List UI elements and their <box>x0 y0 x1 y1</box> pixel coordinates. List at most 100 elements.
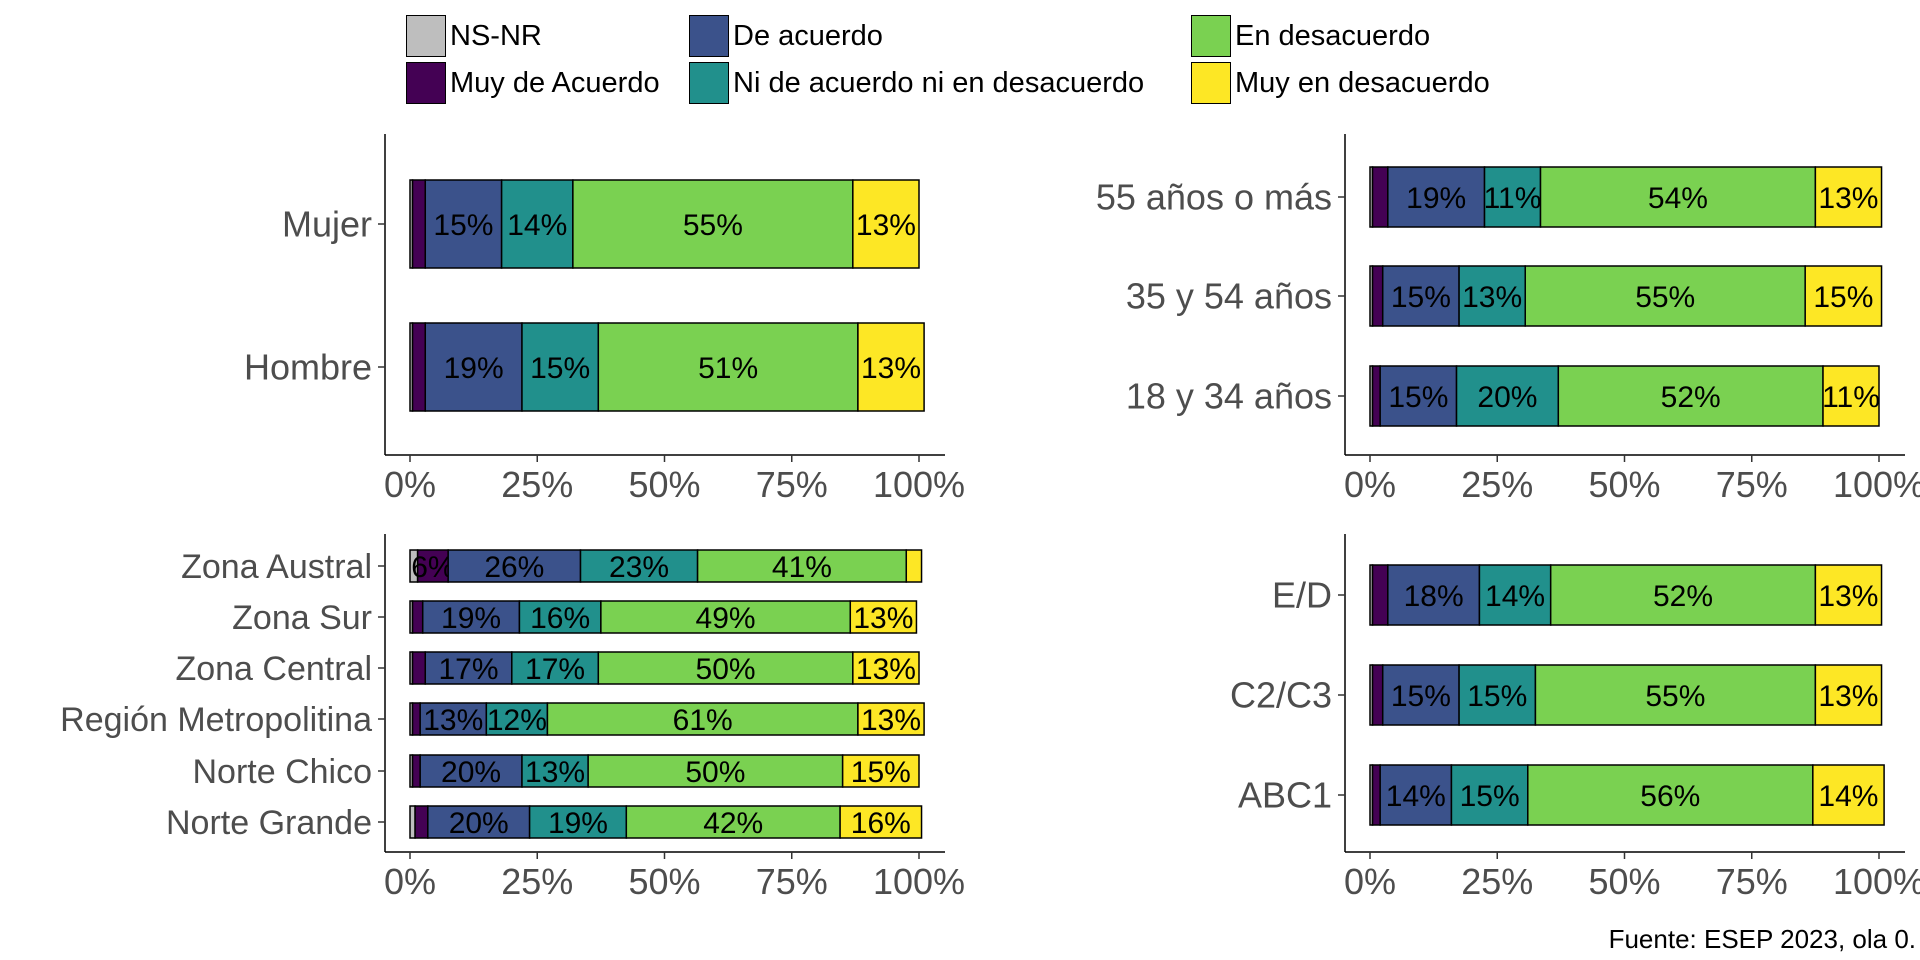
gse-bar-segment-muy-de-acuerdo <box>1371 664 1384 726</box>
edad-x-tick-label: 100% <box>1833 464 1920 505</box>
edad-data-label: 13% <box>1818 182 1878 215</box>
sexo-category-label: Mujer <box>282 204 372 245</box>
edad-data-label: 54% <box>1648 182 1708 215</box>
edad-data-label: 15% <box>1391 281 1451 314</box>
edad-x-tick-label: 0% <box>1344 464 1396 505</box>
legend-key-muy-en-desacuerdo <box>1191 62 1231 104</box>
sexo-bar-segment-en-desacuerdo <box>597 322 859 412</box>
edad-bar-segment-muy-en-desacuerdo <box>1814 166 1883 228</box>
gse-data-label: 15% <box>1460 780 1520 813</box>
zona-bar-segment-en-desacuerdo <box>587 754 844 788</box>
gse-bar-segment-ni-de-acuerdo-ni-en-desacuerdo <box>1478 564 1552 626</box>
gse-data-label: 13% <box>1818 580 1878 613</box>
edad-bar-segment-de-acuerdo <box>1387 166 1486 228</box>
zona-bar-segment-muy-de-acuerdo <box>411 754 421 788</box>
sexo-data-label: 51% <box>698 352 758 385</box>
zona-x-tick-label: 100% <box>873 861 965 902</box>
sexo-x-tick-label: 50% <box>628 464 700 505</box>
gse-bar-segment-muy-de-acuerdo <box>1371 564 1389 626</box>
sexo-data-label: 55% <box>683 209 743 242</box>
sexo-bar-segment-muy-de-acuerdo <box>411 322 427 412</box>
gse-bar-segment-muy-en-desacuerdo <box>1812 764 1885 826</box>
legend-key-ns-nr <box>406 15 446 57</box>
gse-bar-segment-muy-de-acuerdo <box>1371 764 1381 826</box>
gse-x-tick-label: 75% <box>1716 861 1788 902</box>
gse-bar-segment-ni-de-acuerdo-ni-en-desacuerdo <box>1450 764 1529 826</box>
legend: NS-NR Muy de Acuerdo De acuerdo Ni de ac… <box>0 0 1920 120</box>
edad-bar-segment-en-desacuerdo <box>1539 166 1817 228</box>
edad-bar-segment-de-acuerdo <box>1381 265 1460 327</box>
sexo-bar-segment-muy-de-acuerdo <box>411 179 427 269</box>
zona-data-label: 12% <box>487 704 547 737</box>
sexo-data-label: 15% <box>433 209 493 242</box>
zona-data-label: 13% <box>525 756 585 789</box>
zona-data-label: 23% <box>609 551 669 584</box>
zona-bar-segment-en-desacuerdo <box>625 805 841 839</box>
gse-bar-segment-en-desacuerdo <box>1527 764 1814 826</box>
sexo-bar-segment-muy-en-desacuerdo <box>857 322 925 412</box>
zona-x-tick-label: 75% <box>756 861 828 902</box>
gse-x-tick-label: 50% <box>1588 861 1660 902</box>
legend-key-de-acuerdo <box>689 15 729 57</box>
edad-bar-segment-muy-en-desacuerdo <box>1822 365 1880 427</box>
gse-data-label: 13% <box>1818 680 1878 713</box>
zona-x-tick-label: 50% <box>628 861 700 902</box>
gse-data-label: 55% <box>1645 680 1705 713</box>
zona-bar-segment-en-desacuerdo <box>546 702 859 736</box>
sexo-x-tick-label: 75% <box>756 464 828 505</box>
zona-bar-segment-ni-de-acuerdo-ni-en-desacuerdo <box>511 651 600 685</box>
edad-x-tick-label: 25% <box>1461 464 1533 505</box>
gse-data-label: 15% <box>1467 680 1527 713</box>
edad-bar-segment-muy-de-acuerdo <box>1371 365 1381 427</box>
zona-bar-segment-muy-en-desacuerdo <box>839 805 923 839</box>
zona-bar-segment-muy-en-desacuerdo <box>841 754 920 788</box>
legend-item-muy-en-desacuerdo: Muy en desacuerdo <box>1191 61 1490 105</box>
zona-bar-segment-muy-en-desacuerdo <box>905 549 923 583</box>
zona-data-label: 19% <box>441 602 501 635</box>
legend-item-ni-de-acuerdo: Ni de acuerdo ni en desacuerdo <box>689 61 1144 105</box>
zona-data-label: 61% <box>673 704 733 737</box>
zona-bar-segment-ni-de-acuerdo-ni-en-desacuerdo <box>485 702 549 736</box>
edad-x-tick-label: 75% <box>1716 464 1788 505</box>
zona-data-label: 13% <box>861 704 921 737</box>
edad-data-label: 15% <box>1813 281 1873 314</box>
edad-category-label: 18 y 34 años <box>1126 376 1332 417</box>
gse-data-label: 52% <box>1653 580 1713 613</box>
zona-bar-segment-ni-de-acuerdo-ni-en-desacuerdo <box>579 549 699 583</box>
sexo-bar-segment-en-desacuerdo <box>572 179 854 269</box>
edad-data-label: 52% <box>1661 381 1721 414</box>
source-caption: Fuente: ESEP 2023, ola 0. <box>1608 924 1916 954</box>
sexo-bar-segment-ni-de-acuerdo-ni-en-desacuerdo <box>521 322 600 412</box>
sexo-x-tick-label: 100% <box>873 464 965 505</box>
zona-bar-segment-de-acuerdo <box>447 549 582 583</box>
zona-data-label: 49% <box>696 602 756 635</box>
legend-label-muy-de-acuerdo: Muy de Acuerdo <box>450 66 660 99</box>
legend-item-ns-nr: NS-NR <box>406 14 542 58</box>
edad-data-label: 13% <box>1462 281 1522 314</box>
edad-data-label: 20% <box>1477 381 1537 414</box>
zona-bar-segment-ni-de-acuerdo-ni-en-desacuerdo <box>521 754 589 788</box>
zona-data-label: 20% <box>441 756 501 789</box>
gse-data-label: 14% <box>1818 780 1878 813</box>
sexo-x-tick-label: 0% <box>384 464 436 505</box>
edad-category-label: 55 años o más <box>1096 177 1332 218</box>
zona-category-label: Norte Grande <box>166 804 372 842</box>
zona-category-label: Región Metropolitina <box>60 701 372 739</box>
gse-bar-segment-de-acuerdo <box>1379 764 1453 826</box>
sexo-data-label: 13% <box>856 209 916 242</box>
zona-data-label: 13% <box>853 602 913 635</box>
zona-bar-segment-muy-en-desacuerdo <box>849 600 918 634</box>
sexo-bar-segment-muy-en-desacuerdo <box>852 179 920 269</box>
zona-category-label: Zona Austral <box>181 548 372 586</box>
zona-bar-segment-en-desacuerdo <box>600 600 852 634</box>
legend-label-ni-de-acuerdo: Ni de acuerdo ni en desacuerdo <box>733 66 1145 99</box>
edad-bar-segment-de-acuerdo <box>1379 365 1458 427</box>
gse-x-tick-label: 0% <box>1344 861 1396 902</box>
zona-category-label: Norte Chico <box>192 753 372 791</box>
legend-key-ni-de-acuerdo <box>689 62 729 104</box>
zona-data-label: 50% <box>685 756 745 789</box>
gse-data-label: 56% <box>1640 780 1700 813</box>
zona-data-label: 16% <box>530 602 590 635</box>
legend-item-muy-de-acuerdo: Muy de Acuerdo <box>406 61 660 105</box>
